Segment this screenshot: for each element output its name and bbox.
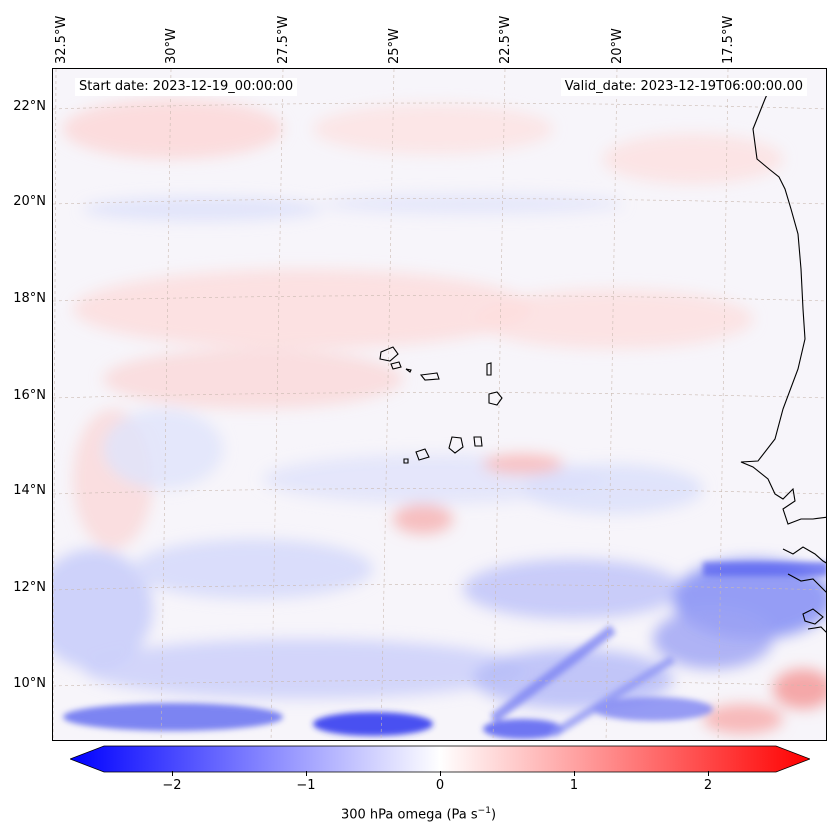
lat-label: 14°N <box>13 483 46 498</box>
lon-label: 22.5°W <box>498 15 513 64</box>
colorbar-tick-mark <box>172 771 173 776</box>
lat-label: 10°N <box>13 676 46 691</box>
colorbar-label-close: ) <box>490 807 497 823</box>
valid-date-label: Valid_date: 2023-12-19T06:00:00.00 <box>560 78 807 96</box>
colorbar-tick-mark <box>574 771 575 776</box>
colorbar-tick-mark <box>440 771 441 776</box>
colorbar-tick-label: 1 <box>569 778 579 793</box>
islands <box>379 346 503 464</box>
lon-label: 17.5°W <box>721 15 736 64</box>
lon-label: 20°W <box>610 28 625 64</box>
lat-label: 16°N <box>13 388 46 403</box>
lat-label: 22°N <box>13 99 46 114</box>
lat-label: 18°N <box>13 291 46 306</box>
map-panel <box>52 68 827 741</box>
lon-label: 30°W <box>164 28 179 64</box>
colorbar-label-exponent: −1 <box>477 806 491 816</box>
colorbar-tick-mark <box>306 771 307 776</box>
colorbar-tick-label: −1 <box>296 778 316 793</box>
coastline <box>740 80 826 633</box>
lon-label: 32.5°W <box>54 15 69 64</box>
colorbar-tick-label: −2 <box>162 778 182 793</box>
lat-label: 20°N <box>13 194 46 209</box>
colorbar-tick-mark <box>708 771 709 776</box>
lon-label: 27.5°W <box>276 15 291 64</box>
lon-label: 25°W <box>387 28 402 64</box>
omega-field-map <box>53 69 826 740</box>
graticule <box>53 69 826 740</box>
strong-omega-bands <box>63 562 826 739</box>
start-date-label: Start date: 2023-12-19_00:00:00 <box>75 78 298 96</box>
colorbar-label: 300 hPa omega (Pa s−1) <box>0 806 837 822</box>
lat-label: 12°N <box>13 580 46 595</box>
colorbar-tick-label: 2 <box>703 778 713 793</box>
colorbar-label-text: 300 hPa omega (Pa s <box>340 807 478 823</box>
omega-contours <box>53 99 826 734</box>
colorbar-tick-label: 0 <box>435 778 445 793</box>
